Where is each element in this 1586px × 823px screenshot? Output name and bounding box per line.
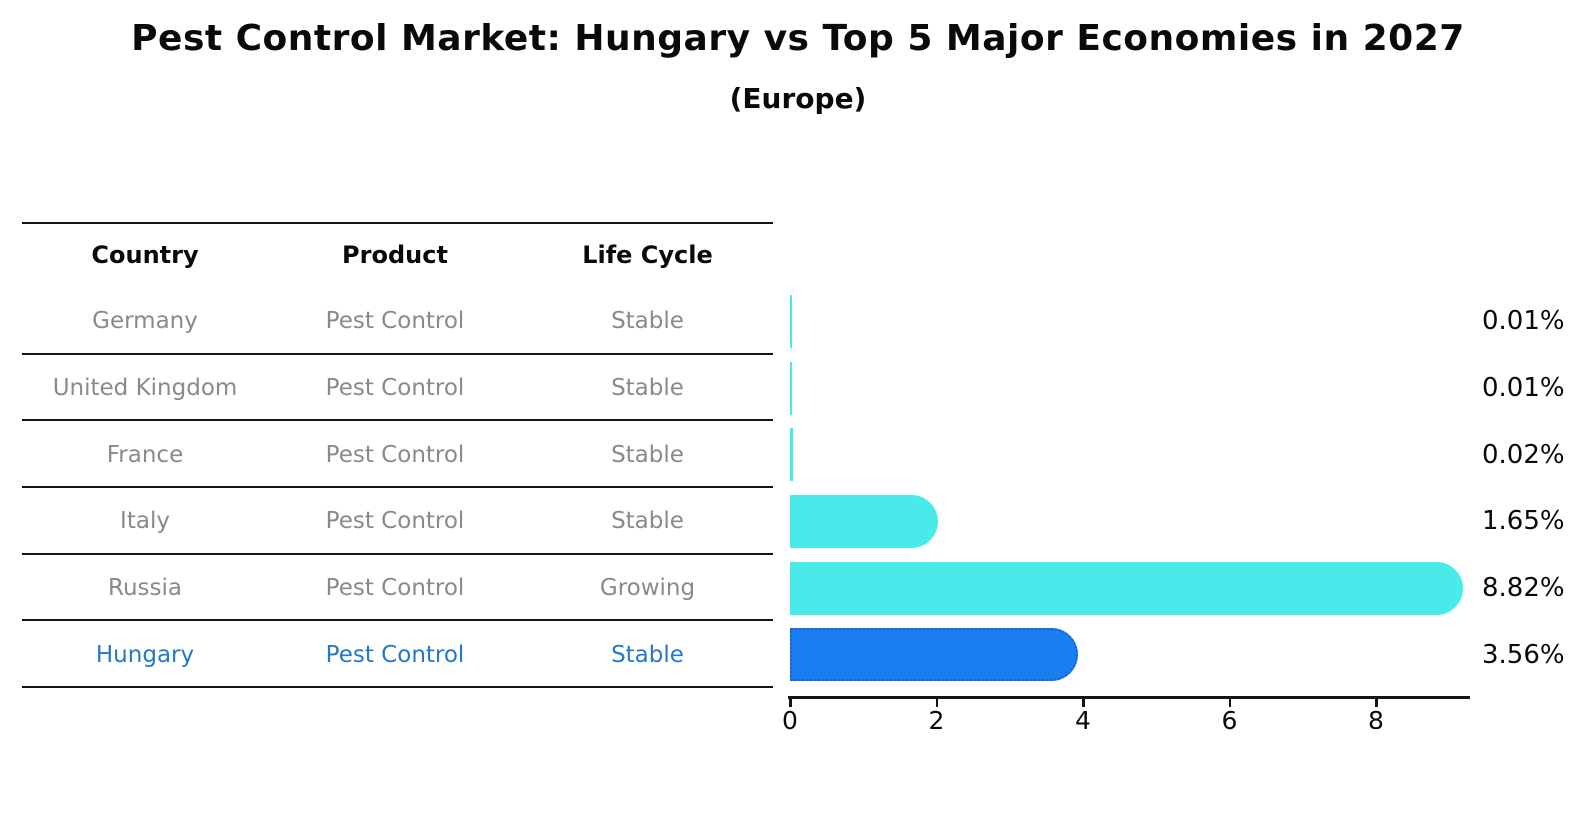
column-header-country: Country bbox=[91, 241, 199, 269]
x-tick bbox=[935, 698, 938, 707]
lifecycle-cell: Stable bbox=[611, 308, 684, 335]
table-divider bbox=[22, 419, 773, 422]
product-cell: Pest Control bbox=[325, 308, 465, 335]
x-axis-line bbox=[788, 696, 1470, 699]
x-tick bbox=[1228, 698, 1231, 707]
x-tick-label: 8 bbox=[1368, 706, 1384, 735]
country-cell: United Kingdom bbox=[52, 374, 238, 401]
product-cell: Pest Control bbox=[325, 508, 465, 535]
lifecycle-cell: Stable bbox=[611, 641, 684, 668]
table-divider bbox=[22, 352, 773, 355]
value-label: 0.01% bbox=[1482, 306, 1565, 337]
x-tick-label: 2 bbox=[928, 706, 945, 735]
value-label: 3.56% bbox=[1482, 639, 1565, 670]
x-tick bbox=[1375, 698, 1378, 707]
bar bbox=[790, 361, 792, 415]
value-label: 0.02% bbox=[1482, 439, 1565, 470]
page-title: Pest Control Market: Hungary vs Top 5 Ma… bbox=[131, 18, 1465, 59]
value-label: 1.65% bbox=[1482, 506, 1565, 537]
bar bbox=[790, 628, 1078, 682]
table-divider bbox=[22, 686, 773, 688]
page-subtitle: (Europe) bbox=[729, 82, 867, 115]
country-cell: Hungary bbox=[95, 641, 195, 668]
value-label: 8.82% bbox=[1482, 572, 1565, 603]
x-tick-label: 6 bbox=[1221, 706, 1238, 735]
country-cell: Germany bbox=[92, 308, 198, 335]
product-cell: Pest Control bbox=[325, 641, 465, 668]
x-tick-label: 0 bbox=[782, 706, 798, 735]
product-cell: Pest Control bbox=[325, 374, 465, 401]
x-tick-label: 4 bbox=[1075, 706, 1091, 735]
x-tick bbox=[1082, 698, 1085, 707]
country-cell: Russia bbox=[108, 574, 182, 601]
table-divider bbox=[22, 619, 773, 622]
lifecycle-cell: Growing bbox=[599, 574, 696, 601]
lifecycle-cell: Stable bbox=[611, 508, 684, 535]
table-divider bbox=[22, 552, 773, 555]
bar bbox=[790, 428, 793, 482]
value-label: 0.01% bbox=[1482, 372, 1565, 403]
x-tick bbox=[789, 698, 792, 707]
country-cell: France bbox=[106, 441, 184, 468]
bar bbox=[790, 494, 938, 548]
table-divider bbox=[22, 486, 773, 488]
bar bbox=[790, 561, 1464, 615]
lifecycle-cell: Stable bbox=[611, 374, 684, 401]
table-top-divider bbox=[22, 222, 773, 224]
product-cell: Pest Control bbox=[325, 441, 465, 468]
product-cell: Pest Control bbox=[325, 574, 465, 601]
lifecycle-cell: Stable bbox=[611, 441, 684, 468]
bar bbox=[790, 294, 792, 348]
column-header-lifecycle: Life Cycle bbox=[582, 241, 713, 269]
country-cell: Italy bbox=[120, 508, 170, 535]
column-header-product: Product bbox=[342, 241, 448, 269]
